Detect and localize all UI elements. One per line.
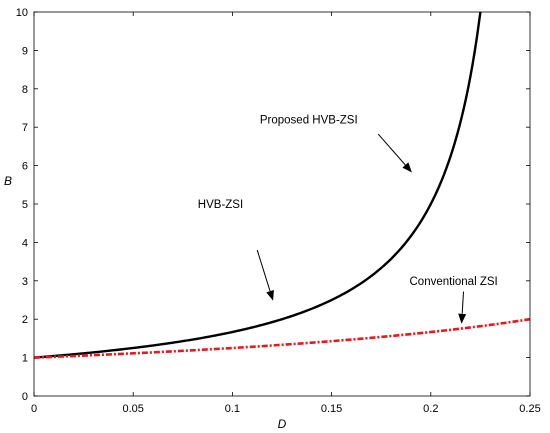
annotation-layer: Proposed HVB-ZSI HVB-ZSI Conventional ZSI: [198, 115, 498, 324]
x-tick-label: 0: [31, 403, 37, 415]
y-tick-label: 4: [22, 237, 28, 249]
plot-frame: [33, 11, 531, 397]
y-tick-label: 2: [22, 314, 28, 326]
y-tick-label: 6: [22, 161, 28, 173]
y-tick-label: 1: [22, 353, 28, 365]
x-ticks: 0 0.05 0.1 0.15 0.2 0.25: [31, 12, 541, 415]
y-tick-label: 9: [22, 45, 28, 57]
x-tick-label: 0.05: [122, 403, 143, 415]
annotation-arrow: [256, 249, 274, 301]
series-line-1: [33, 317, 531, 359]
y-axis-label: B: [4, 174, 12, 188]
y-ticks: 0 1 2 3 4 5 6 7 8 9 10: [16, 7, 530, 403]
annotation-label: Proposed HVB-ZSI: [260, 115, 358, 127]
y-tick-label: 10: [16, 7, 28, 19]
annotation-label: Conventional ZSI: [410, 276, 498, 288]
y-tick-label: 3: [22, 276, 28, 288]
x-tick-label: 0.15: [321, 403, 342, 415]
annotation-label: HVB-ZSI: [198, 199, 243, 211]
y-tick-label: 0: [22, 391, 28, 403]
x-tick-label: 0.1: [225, 403, 240, 415]
y-tick-label: 7: [22, 122, 28, 134]
x-axis-label: D: [278, 417, 287, 431]
annotation-arrow: [377, 133, 412, 173]
series-line-0: [33, 11, 482, 359]
y-tick-label: 5: [22, 199, 28, 211]
x-tick-label: 0.2: [423, 403, 438, 415]
series-layer: [33, 11, 531, 359]
y-tick-label: 8: [22, 84, 28, 96]
plot-area: [34, 12, 530, 396]
annotation-arrow: [458, 291, 467, 324]
x-tick-label: 0.25: [519, 403, 540, 415]
